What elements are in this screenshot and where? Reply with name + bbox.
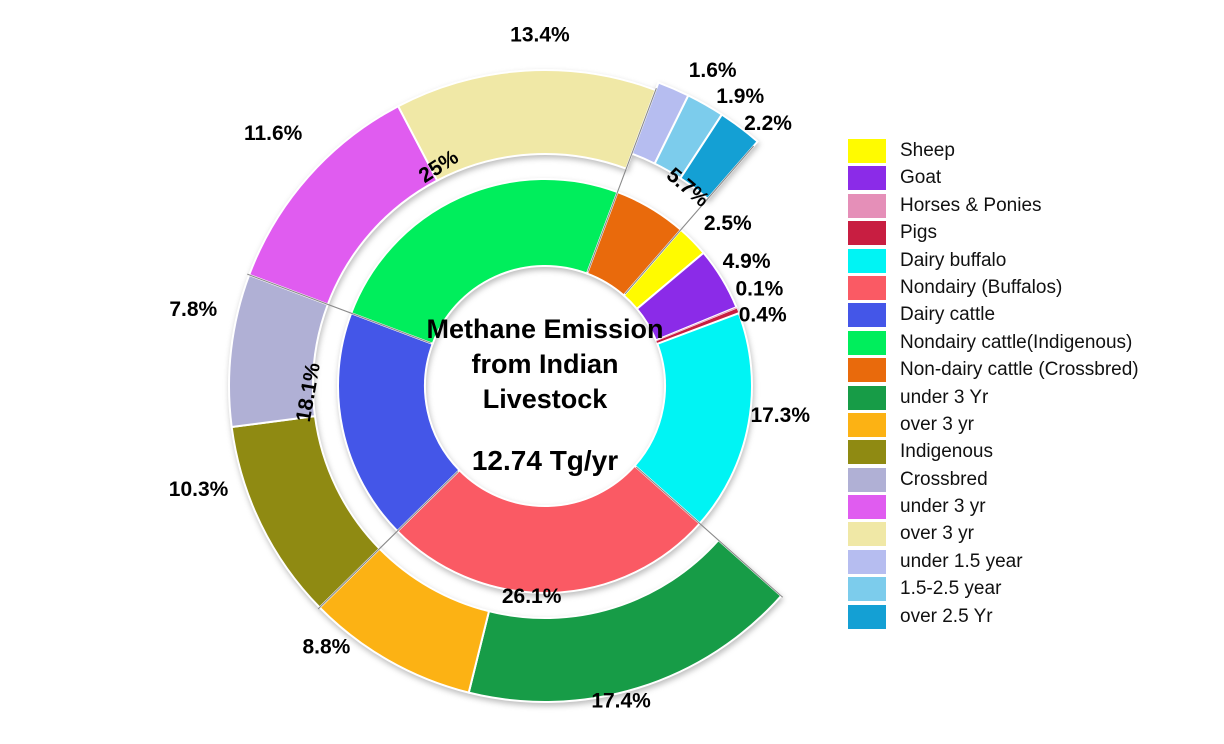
legend-swatch (848, 440, 886, 465)
legend: Sheep Goat Horses & Ponies Pigs Dairy buffal… (848, 139, 1139, 632)
legend-label: over 3 yr (900, 413, 974, 435)
legend-item-under-1-5-year: under 1.5 year (848, 549, 1139, 574)
legend-item-over-3-yr: over 3 yr (848, 412, 1139, 437)
inner-segment-dairy-cattle (337, 311, 461, 533)
legend-item-nondairy-buffalos: Nondairy (Buffalos) (848, 275, 1139, 300)
inner-segment-nondairy-cattle-indigenous (349, 178, 619, 346)
legend-label: Pigs (900, 222, 937, 244)
legend-swatch (848, 467, 886, 492)
divider-line (624, 145, 755, 295)
pct-label-under-3-yr-nondairy-buffalos: 17.4% (591, 689, 651, 712)
legend-item-under-3-yr: under 3 yr (848, 495, 1139, 520)
legend-item-goat: Goat (848, 166, 1139, 191)
legend-label: 1.5-2.5 year (900, 578, 1002, 600)
legend-swatch (848, 275, 886, 300)
legend-label: Horses & Ponies (900, 194, 1042, 216)
pct-label-1-5-2-5-year-non-dairy-cattle-crossbred: 1.9% (716, 85, 764, 108)
legend-swatch (848, 330, 886, 355)
group-divider-lines (247, 87, 784, 610)
pct-label-over-2-5-yr-non-dairy-cattle-crossbred: 2.2% (744, 112, 792, 135)
legend-label: Dairy cattle (900, 304, 996, 326)
legend-item-under-3-yr: under 3 Yr (848, 385, 1139, 410)
sunburst-segments (228, 69, 783, 703)
chart-title-line-1: Methane Emission (426, 314, 663, 344)
legend-swatch (848, 303, 886, 328)
divider-line (317, 471, 459, 610)
legend-swatch (848, 221, 886, 246)
divider-line (635, 466, 784, 598)
chart-title-line-2: from Indian (472, 349, 619, 379)
legend-item-over-3-yr: over 3 yr (848, 522, 1139, 547)
pct-label-nondairy-buffalos: 26.1% (502, 585, 562, 608)
pct-label-crossbred-dairy-cattle: 7.8% (169, 298, 217, 321)
legend-label: Crossbred (900, 468, 988, 490)
legend-swatch (848, 577, 886, 602)
legend-label: Non-dairy cattle (Crossbred) (900, 359, 1139, 381)
pct-label-pigs: 0.4% (739, 304, 787, 327)
pct-label-horses-ponies: 0.1% (735, 277, 783, 300)
legend-label: Dairy buffalo (900, 249, 1007, 271)
pct-label-indigenous-dairy-cattle: 10.3% (169, 478, 229, 501)
pct-label-under-3-yr-nondairy-cattle-indigenous: 11.6% (244, 122, 303, 145)
legend-swatch (848, 358, 886, 383)
legend-label: Sheep (900, 140, 955, 161)
legend-item-dairy-buffalo: Dairy buffalo (848, 248, 1139, 273)
pct-label-sheep: 2.5% (704, 212, 752, 235)
pct-label-under-1-5-year-non-dairy-cattle-crossbred: 1.6% (689, 59, 737, 82)
legend-item-dairy-cattle: Dairy cattle (848, 303, 1139, 328)
legend-item-horses-ponies: Horses & Ponies (848, 193, 1139, 218)
legend-swatch (848, 549, 886, 574)
legend-label: under 3 yr (900, 496, 986, 518)
chart-center-text: Methane Emission from Indian Livestock 1… (426, 314, 663, 476)
legend-item-pigs: Pigs (848, 221, 1139, 246)
legend-swatch (848, 193, 886, 218)
legend-item-non-dairy-cattle-crossbred: Non-dairy cattle (Crossbred) (848, 358, 1139, 383)
legend-swatch (848, 166, 886, 191)
legend-label: over 3 yr (900, 523, 974, 545)
legend-label: under 3 Yr (900, 386, 989, 408)
pct-label-goat: 4.9% (723, 250, 771, 273)
legend-item-indigenous: Indigenous (848, 440, 1139, 465)
legend-label: Indigenous (900, 441, 993, 463)
legend-swatch (848, 604, 886, 629)
legend-item-sheep: Sheep (848, 139, 1139, 163)
legend-swatch (848, 139, 886, 163)
legend-label: Nondairy (Buffalos) (900, 276, 1063, 298)
inner-segment-nondairy-buffalos (395, 464, 702, 594)
legend-label: Nondairy cattle(Indigenous) (900, 331, 1133, 353)
legend-item-over-2-5-yr: over 2.5 Yr (848, 604, 1139, 629)
divider-line (587, 87, 657, 272)
legend-swatch (848, 495, 886, 520)
legend-label: over 2.5 Yr (900, 605, 993, 627)
legend-label: Goat (900, 167, 942, 189)
legend-swatch (848, 522, 886, 547)
pct-label-over-3-yr-nondairy-cattle-indigenous: 13.4% (510, 24, 570, 47)
legend-swatch (848, 385, 886, 410)
divider-line (247, 273, 431, 344)
legend-item-1-5-2-5-year: 1.5-2.5 year (848, 577, 1139, 602)
legend-swatch (848, 412, 886, 437)
pct-label-over-3-yr-nondairy-buffalos: 8.8% (302, 636, 350, 659)
legend-swatch (848, 248, 886, 273)
chart-title-line-3: Livestock (483, 384, 609, 414)
legend-item-nondairy-cattle-indigenous: Nondairy cattle(Indigenous) (848, 330, 1139, 355)
pct-label-dairy-buffalo: 17.3% (750, 404, 810, 427)
legend-label: under 1.5 year (900, 550, 1023, 572)
chart-total-value: 12.74 Tg/yr (472, 445, 618, 476)
legend-item-crossbred: Crossbred (848, 467, 1139, 492)
